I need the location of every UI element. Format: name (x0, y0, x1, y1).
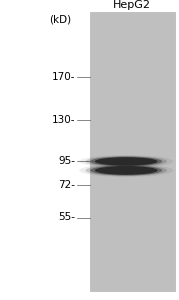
Text: HepG2: HepG2 (113, 1, 151, 10)
Ellipse shape (86, 165, 167, 176)
Ellipse shape (95, 157, 158, 166)
Ellipse shape (95, 166, 158, 175)
Ellipse shape (86, 156, 167, 167)
Ellipse shape (79, 155, 173, 168)
Text: 170-: 170- (52, 71, 75, 82)
Text: 95-: 95- (58, 155, 75, 166)
Text: 130-: 130- (52, 115, 75, 125)
Bar (90, 12, 175, 291)
Ellipse shape (90, 165, 162, 176)
Text: 72-: 72- (58, 179, 75, 190)
Text: (kD): (kD) (49, 14, 72, 25)
Ellipse shape (90, 157, 162, 166)
Ellipse shape (79, 164, 173, 177)
Text: 55-: 55- (58, 212, 75, 223)
